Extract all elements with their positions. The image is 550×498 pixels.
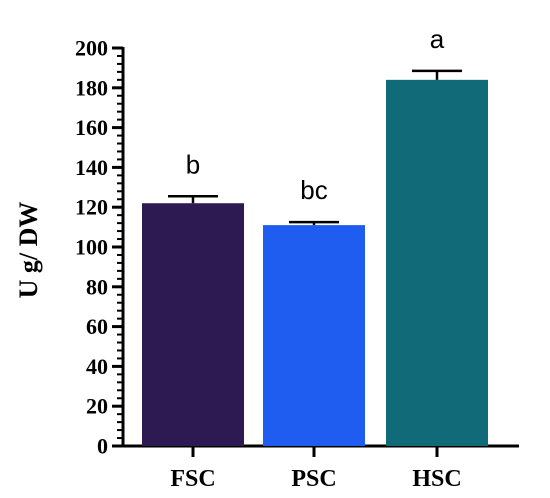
y-tick-label: 200 [75,36,108,61]
y-tick-label: 60 [86,314,108,339]
significance-label: bc [300,175,327,205]
y-axis: 0 20 40 60 80 100 120 140 160 180 200 [75,36,125,459]
x-tick-label: FSC [170,466,215,492]
y-tick-label: 100 [75,235,108,260]
bar-fsc [142,203,244,446]
bar-group-fsc: b [142,149,244,446]
significance-label: a [430,24,445,54]
y-tick-label: 40 [86,354,108,379]
y-tick-label: 0 [97,434,108,459]
y-tick-label: 180 [75,75,108,100]
bars: b bc a [142,24,488,446]
bar-group-hsc: a [386,24,488,446]
bar-psc [263,225,365,446]
x-tick-label: HSC [412,466,461,492]
y-tick-label: 140 [75,155,108,180]
x-axis: FSC PSC HSC [121,444,519,492]
y-tick-label: 160 [75,115,108,140]
x-tick-label: PSC [291,466,336,492]
y-axis-title: U g/ DW [14,202,43,299]
significance-label: b [186,149,200,179]
bar-hsc [386,79,488,446]
bar-group-psc: bc [263,175,365,446]
y-tick-label: 20 [86,394,108,419]
y-tick-label: 120 [75,195,108,220]
y-tick-label: 80 [86,274,108,299]
